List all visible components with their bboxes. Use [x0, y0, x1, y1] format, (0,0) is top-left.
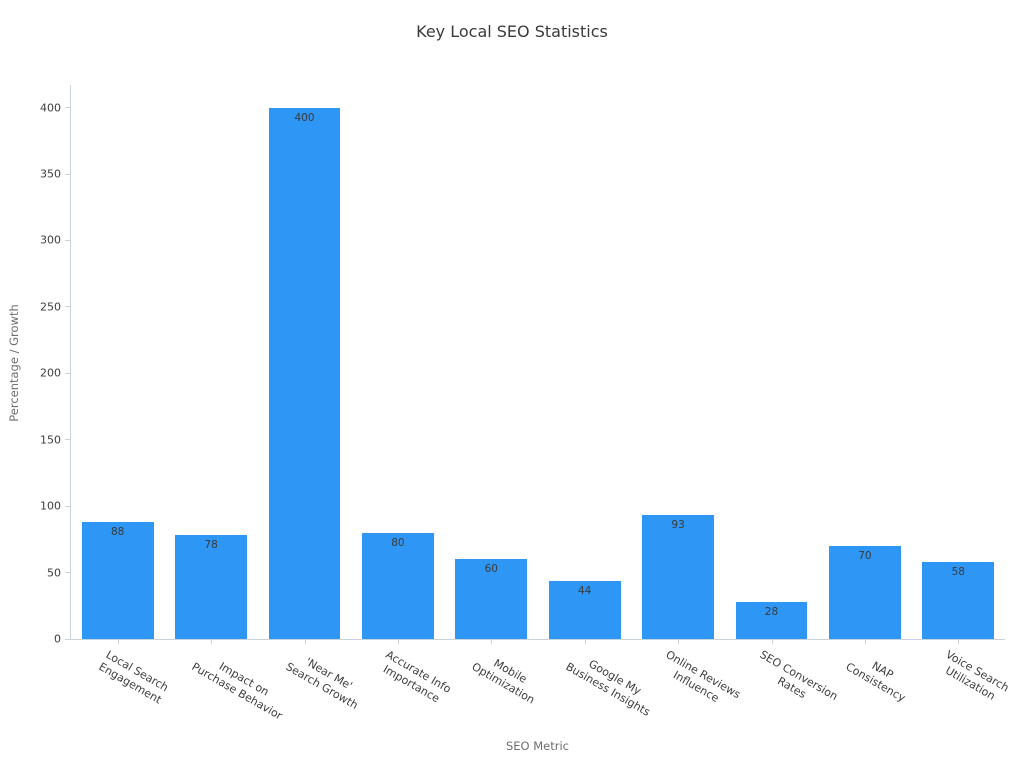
x-tick-mark: [491, 639, 493, 644]
chart-title: Key Local SEO Statistics: [416, 22, 608, 41]
x-tick-mark: [678, 639, 680, 644]
x-tick-label: Online Reviews Influence: [656, 648, 743, 714]
y-tick-mark: [65, 306, 71, 308]
x-tick-mark: [211, 639, 213, 644]
y-tick-label: 400: [40, 101, 61, 115]
bar-value-label: 44: [578, 584, 592, 597]
bar: 80: [361, 532, 434, 639]
x-tick-mark: [771, 639, 773, 644]
y-axis-label: Percentage / Growth: [7, 304, 21, 422]
bar-value-label: 80: [391, 536, 405, 549]
x-tick-mark: [117, 639, 119, 644]
y-tick-mark: [65, 372, 71, 374]
y-tick-mark: [65, 173, 71, 175]
bar-value-label: 88: [111, 526, 125, 539]
bar-value-label: 78: [204, 539, 218, 552]
y-tick-mark: [65, 107, 71, 109]
y-tick-mark: [65, 638, 71, 640]
bar-value-label: 70: [858, 550, 872, 563]
x-tick-label: SEO Conversion Rates: [750, 648, 840, 716]
bar: 28: [735, 601, 808, 639]
y-tick-mark: [65, 572, 71, 574]
bar: 60: [455, 559, 528, 639]
y-tick-label: 50: [47, 566, 61, 580]
bar-value-label: 93: [671, 519, 685, 532]
bar: 88: [81, 522, 154, 639]
bar: 400: [268, 107, 341, 639]
x-tick-mark: [304, 639, 306, 644]
y-tick-label: 100: [40, 499, 61, 513]
y-tick-label: 350: [40, 167, 61, 181]
x-tick-label: 'Near Me' Search Growth: [283, 648, 367, 712]
bar: 78: [175, 535, 248, 639]
x-tick-label: NAP Consistency: [843, 648, 914, 705]
bar-value-label: 28: [764, 605, 779, 618]
bar: 44: [548, 580, 621, 639]
x-axis-label: SEO Metric: [505, 739, 570, 753]
x-tick-mark: [958, 639, 960, 644]
bar: 70: [828, 546, 901, 639]
y-tick-label: 250: [40, 300, 61, 314]
x-tick-label: Voice Search Utilization: [937, 648, 1012, 707]
y-tick-label: 150: [40, 433, 61, 447]
bar-value-label: 58: [951, 565, 965, 578]
x-tick-mark: [584, 639, 586, 644]
x-tick-mark: [864, 639, 866, 644]
x-tick-label: Mobile Optimization: [470, 648, 545, 707]
bar-value-label: 400: [294, 111, 315, 124]
y-tick-mark: [65, 505, 71, 507]
x-tick-label: Local Search Engagement: [96, 648, 171, 707]
bar-value-label: 60: [484, 563, 498, 576]
x-tick-label: Google My Business Insights: [563, 648, 659, 719]
y-tick-label: 0: [54, 632, 61, 646]
y-tick-mark: [65, 239, 71, 241]
x-tick-label: Impact on Purchase Behavior: [189, 648, 291, 723]
plot-area: 0 50 100 150 200 250 300 350 400 88 Local Search En…: [40, 85, 1011, 722]
bar: 93: [642, 515, 715, 639]
x-tick-label: Accurate Info Importance: [376, 648, 453, 708]
bar: 58: [922, 561, 995, 639]
y-tick-label: 200: [40, 366, 61, 380]
y-tick-mark: [65, 439, 71, 441]
x-tick-mark: [397, 639, 399, 644]
y-tick-label: 300: [40, 233, 61, 247]
